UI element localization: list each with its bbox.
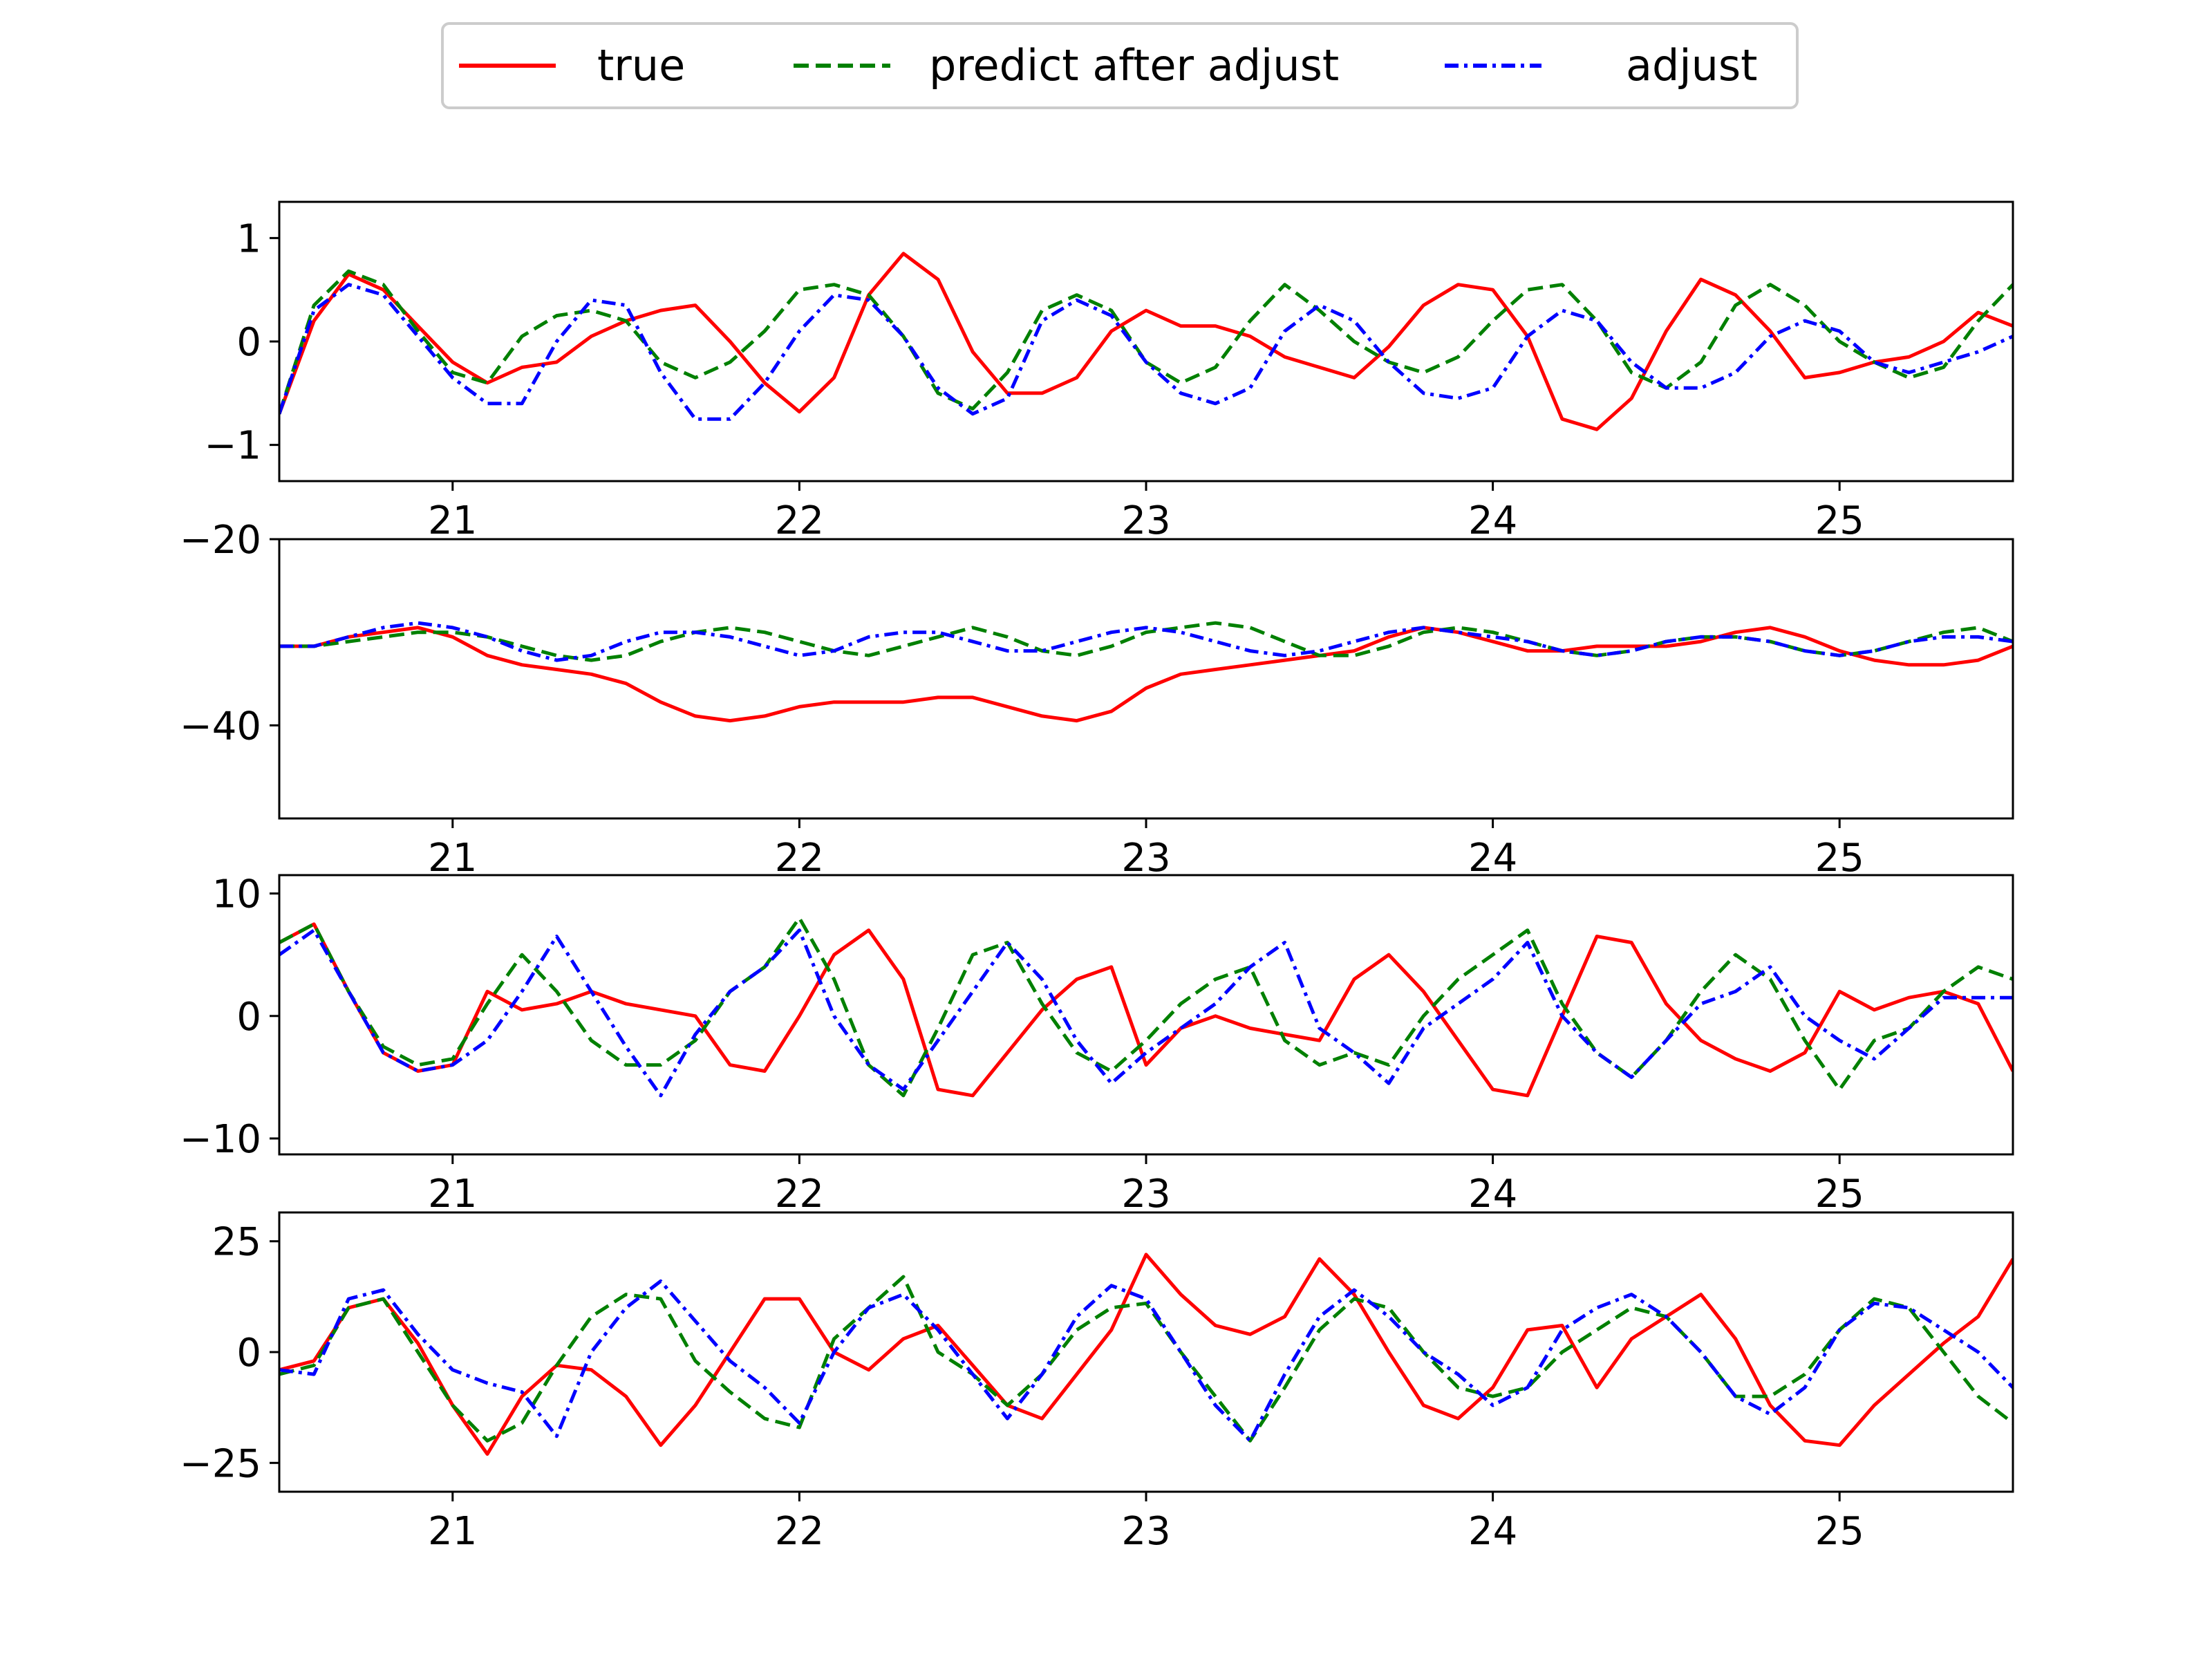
- x-tick-label: 21: [428, 1172, 477, 1217]
- legend-label-true: true: [597, 40, 685, 91]
- x-tick-label: 23: [1121, 498, 1170, 543]
- legend-frame: [441, 22, 1799, 109]
- panel-3-series: [279, 916, 2013, 1098]
- series-line-true: [279, 626, 2013, 723]
- x-tick-label: 21: [428, 836, 477, 881]
- axes-frame: [278, 874, 2014, 1156]
- series-line-predict-after-adjust: [279, 1275, 2013, 1443]
- legend: true predict after adjust adjust: [441, 22, 1799, 109]
- x-tick-label: 24: [1468, 1509, 1517, 1554]
- x-tick-label: 24: [1468, 498, 1517, 543]
- x-tick-label: 23: [1121, 836, 1170, 881]
- x-tick-label: 22: [775, 836, 824, 881]
- axes-frame: [278, 200, 2014, 482]
- panel-4: 21 22 23 24 25 25 0 −25: [180, 1211, 2014, 1554]
- x-tick-label: 25: [1815, 498, 1864, 543]
- panel-1-series: [279, 252, 2013, 431]
- legend-label-predict-after-adjust: predict after adjust: [929, 40, 1339, 91]
- axes-frame: [278, 1211, 2014, 1493]
- y-tick-label: 25: [212, 1220, 261, 1265]
- series-line-predict-after-adjust: [279, 269, 2013, 415]
- x-tick-label: 21: [428, 1509, 477, 1554]
- x-tick-label: 24: [1468, 1172, 1517, 1217]
- series-line-adjust: [279, 621, 2013, 662]
- y-tick-label: −1: [204, 424, 261, 469]
- x-tick-label: 24: [1468, 836, 1517, 881]
- series-line-adjust: [279, 928, 2013, 1098]
- series-line-true: [279, 1253, 2013, 1456]
- y-tick-label: −20: [180, 518, 261, 563]
- x-tick-label: 23: [1121, 1509, 1170, 1554]
- y-tick-label: 1: [236, 216, 261, 261]
- panel-2: 21 22 23 24 25 −20 −40: [180, 518, 2014, 881]
- y-tick-label: −40: [180, 704, 261, 749]
- series-line-adjust: [279, 283, 2013, 421]
- x-tick-label: 23: [1121, 1172, 1170, 1217]
- panel-3: 21 22 23 24 25 10 0 −10: [180, 872, 2014, 1217]
- x-tick-label: 22: [775, 1172, 824, 1217]
- x-tick-label: 22: [775, 1509, 824, 1554]
- y-tick-label: 10: [212, 872, 261, 917]
- x-tick-label: 21: [428, 498, 477, 543]
- y-tick-label: −25: [180, 1441, 261, 1486]
- panel-4-series: [279, 1253, 2013, 1456]
- series-line-true: [279, 252, 2013, 431]
- y-tick-label: 0: [236, 995, 261, 1040]
- x-tick-label: 25: [1815, 1509, 1864, 1554]
- series-line-true: [279, 922, 2013, 1098]
- y-tick-label: 0: [236, 1331, 261, 1376]
- axes-frame: [278, 538, 2014, 820]
- panel-1: 21 22 23 24 25 1 0 −1: [204, 200, 2014, 543]
- x-tick-label: 25: [1815, 1172, 1864, 1217]
- legend-label-adjust: adjust: [1626, 40, 1757, 91]
- series-line-predict-after-adjust: [279, 916, 2013, 1098]
- series-line-adjust: [279, 1279, 2013, 1443]
- y-tick-label: 0: [236, 320, 261, 365]
- x-tick-label: 25: [1815, 836, 1864, 881]
- panel-2-series: [279, 621, 2013, 723]
- x-tick-label: 22: [775, 498, 824, 543]
- y-tick-label: −10: [180, 1117, 261, 1162]
